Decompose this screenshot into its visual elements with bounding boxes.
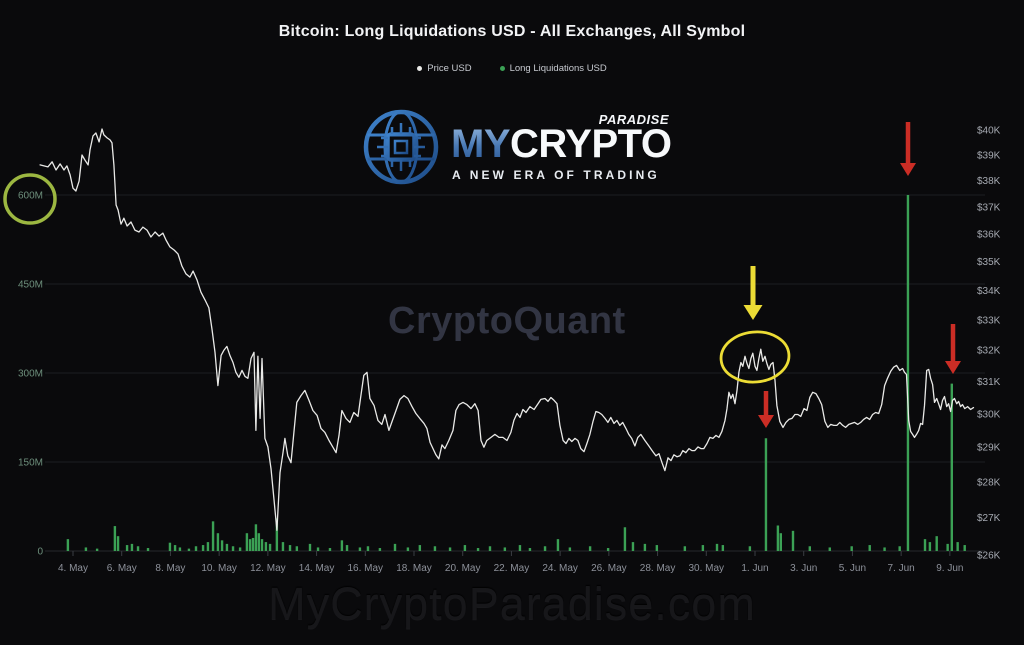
x-tick-label: 20. May — [445, 563, 481, 574]
left-axis-highlight-circle — [3, 173, 57, 225]
right-axis-label: $29K — [977, 443, 1001, 454]
x-tick-label: 24. May — [542, 563, 578, 574]
legend-price-label: Price USD — [427, 63, 472, 74]
right-axis-label: $30K — [977, 409, 1001, 420]
right-axis-label: $37K — [977, 202, 1001, 213]
x-tick-label: 18. May — [396, 563, 432, 574]
right-axis-label: $26K — [977, 550, 1001, 561]
red-arrow-jun7-head-icon — [900, 163, 916, 176]
x-tick-label: 16. May — [347, 563, 383, 574]
x-tick-label: 8. May — [155, 563, 185, 574]
logo-tagline: A NEW ERA OF TRADING — [452, 168, 660, 182]
x-tick-label: 22. May — [494, 563, 530, 574]
legend-item-liquidations: Long Liquidations USD — [499, 63, 607, 74]
right-axis-label: $33K — [977, 315, 1001, 326]
x-tick-label: 9. Jun — [936, 563, 963, 574]
left-axis-label: 0 — [37, 547, 43, 558]
left-axis-label: 450M — [18, 280, 43, 291]
liquidations-legend-dot-icon — [499, 66, 505, 71]
left-axis-label: 300M — [18, 369, 43, 380]
highlight-ellipse — [719, 330, 791, 384]
x-tick-label: 3. Jun — [790, 563, 817, 574]
logo-brand-prefix: MY — [451, 122, 511, 166]
yellow-arrow-head-icon — [743, 305, 763, 320]
chart-title: Bitcoin: Long Liquidations USD - All Exc… — [278, 23, 746, 40]
right-axis-label: $35K — [977, 257, 1001, 268]
right-axis-label: $34K — [977, 286, 1001, 297]
x-tick-label: 4. May — [58, 563, 88, 574]
left-axis-label: 150M — [18, 458, 43, 469]
chart-legend: Price USD Long Liquidations USD — [0, 63, 1024, 74]
logo-brand: MYCRYPTO — [451, 122, 672, 166]
legend-liquidations-label: Long Liquidations USD — [509, 63, 607, 74]
x-tick-label: 6. May — [107, 563, 137, 574]
legend-item-price: Price USD — [417, 63, 472, 74]
logo-badge: PARADISE — [598, 112, 669, 127]
x-tick-label: 26. May — [591, 563, 627, 574]
right-axis-label: $40K — [977, 126, 1001, 137]
right-axis-label: $32K — [977, 346, 1001, 357]
right-axis-label: $31K — [977, 377, 1001, 388]
right-axis-label: $38K — [977, 176, 1001, 187]
red-arrow-jun1-head-icon — [758, 415, 774, 428]
x-tick-label: 28. May — [640, 563, 676, 574]
x-tick-label: 10. May — [201, 563, 237, 574]
right-axis-label: $36K — [977, 229, 1001, 240]
x-tick-label: 30. May — [688, 563, 724, 574]
right-axis-label: $28K — [977, 477, 1001, 488]
x-tick-label: 1. Jun — [741, 563, 768, 574]
x-tick-label: 14. May — [299, 563, 335, 574]
bottom-watermark: MyCryptoParadise.com — [268, 578, 756, 629]
price-legend-dot-icon — [417, 66, 423, 71]
x-tick-label: 12. May — [250, 563, 286, 574]
x-tick-label: 7. Jun — [888, 563, 915, 574]
right-axis-label: $39K — [977, 150, 1001, 161]
globe-circuit-icon — [363, 109, 439, 185]
left-axis-label: 600M — [18, 191, 43, 202]
red-arrow-jun9-head-icon — [945, 361, 961, 374]
x-tick-label: 5. Jun — [839, 563, 866, 574]
right-axis-label: $27K — [977, 513, 1001, 524]
logo-text-block: PARADISE MYCRYPTO A NEW ERA OF TRADING — [451, 107, 672, 191]
mycryptoparadise-logo: PARADISE MYCRYPTO A NEW ERA OF TRADING — [361, 107, 672, 191]
cryptoquant-watermark: CryptoQuant — [388, 300, 626, 342]
logo-brand-suffix: CRYPTO — [510, 122, 672, 166]
price-line — [39, 128, 975, 531]
